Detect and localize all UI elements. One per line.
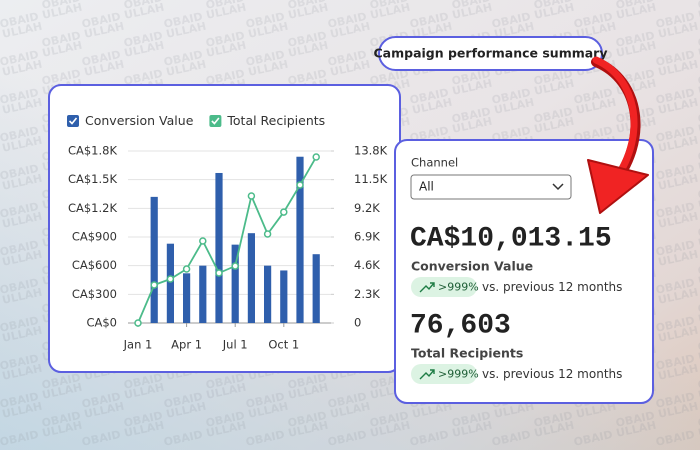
bar: [150, 196, 158, 323]
bar: [312, 254, 320, 323]
y2-tick-label: 9.2K: [354, 201, 380, 215]
comparison: vs. previous 12 months: [482, 367, 622, 381]
change-value: >999%: [438, 368, 479, 381]
select-chevron: [552, 183, 564, 191]
line-point: [231, 262, 239, 270]
y-tick-label: CA$0: [86, 316, 117, 330]
y2-tick-label: 4.6K: [354, 258, 380, 272]
legend-check: [68, 117, 78, 125]
bar: [231, 244, 239, 323]
y2-tick-label: 6.9K: [354, 230, 380, 244]
change-badge: [411, 277, 477, 297]
line-point: [150, 281, 158, 289]
watermark: OBAID ULLAH: [697, 0, 700, 12]
change-badge: [411, 364, 477, 384]
title: Campaign performance summary: [373, 46, 607, 61]
y-tick-label: CA$1.5K: [68, 172, 118, 186]
line-point: [199, 237, 207, 245]
kpi-label: Total Recipients: [411, 346, 523, 361]
trend-icon: [419, 282, 435, 293]
legend-check: [211, 117, 220, 125]
kpi-label: Conversion Value: [411, 259, 533, 274]
y-tick-label: CA$600: [72, 258, 117, 272]
comparison: vs. previous 12 months: [482, 280, 622, 294]
title-pill: [378, 36, 603, 71]
y2-tick-label: 2.3K: [354, 287, 380, 301]
line-point: [215, 269, 223, 277]
y-tick-label: CA$1.2K: [68, 201, 118, 215]
line-point: [134, 319, 142, 327]
legend-checkbox[interactable]: [67, 115, 79, 127]
channel-select[interactable]: [410, 174, 572, 200]
kpi-value: 76,603: [410, 310, 511, 341]
bar: [166, 243, 174, 323]
line-point: [280, 208, 288, 216]
legend-label: Conversion Value: [85, 113, 194, 128]
x-tick-label: Apr 1: [171, 338, 202, 352]
y-tick-label: CA$900: [72, 230, 117, 244]
trend-icon: [419, 369, 435, 380]
bar: [183, 273, 191, 323]
y2-tick-label: 11.5K: [354, 172, 388, 186]
line-point: [263, 230, 272, 238]
arrow: [592, 56, 638, 188]
line-point: [166, 275, 175, 283]
kpi-value: CA$10,013.15: [410, 223, 612, 254]
bar: [280, 270, 288, 323]
line-point: [296, 181, 304, 189]
x-tick-label: Jul 1: [222, 338, 248, 352]
arrow-head: [587, 159, 649, 214]
legend-checkbox[interactable]: [209, 115, 222, 127]
y-tick-label: CA$1.8K: [68, 144, 118, 158]
y2-tick-label: 0: [354, 316, 361, 330]
line-point: [247, 192, 256, 200]
x-tick-label: Oct 1: [268, 338, 299, 352]
bar: [264, 265, 272, 323]
bar: [199, 265, 207, 323]
line-point: [182, 265, 191, 273]
bar: [215, 172, 223, 323]
line-point: [312, 153, 320, 161]
y-tick-label: CA$300: [72, 287, 117, 301]
chart: CA$0 CA$300 CA$600 CA$900 CA$1.2K CA$1.5K CA$1…: [67, 113, 388, 352]
bar: [247, 233, 255, 323]
select-value: All: [419, 180, 434, 194]
x-tick-label: Jan 1: [123, 338, 153, 352]
legend-label: Total Recipients: [226, 113, 325, 128]
y2-tick-label: 13.8K: [354, 144, 388, 158]
change-value: >999%: [438, 281, 479, 294]
bar: [296, 156, 304, 323]
filter-label: Channel: [411, 156, 458, 170]
summary-card: [394, 139, 654, 404]
